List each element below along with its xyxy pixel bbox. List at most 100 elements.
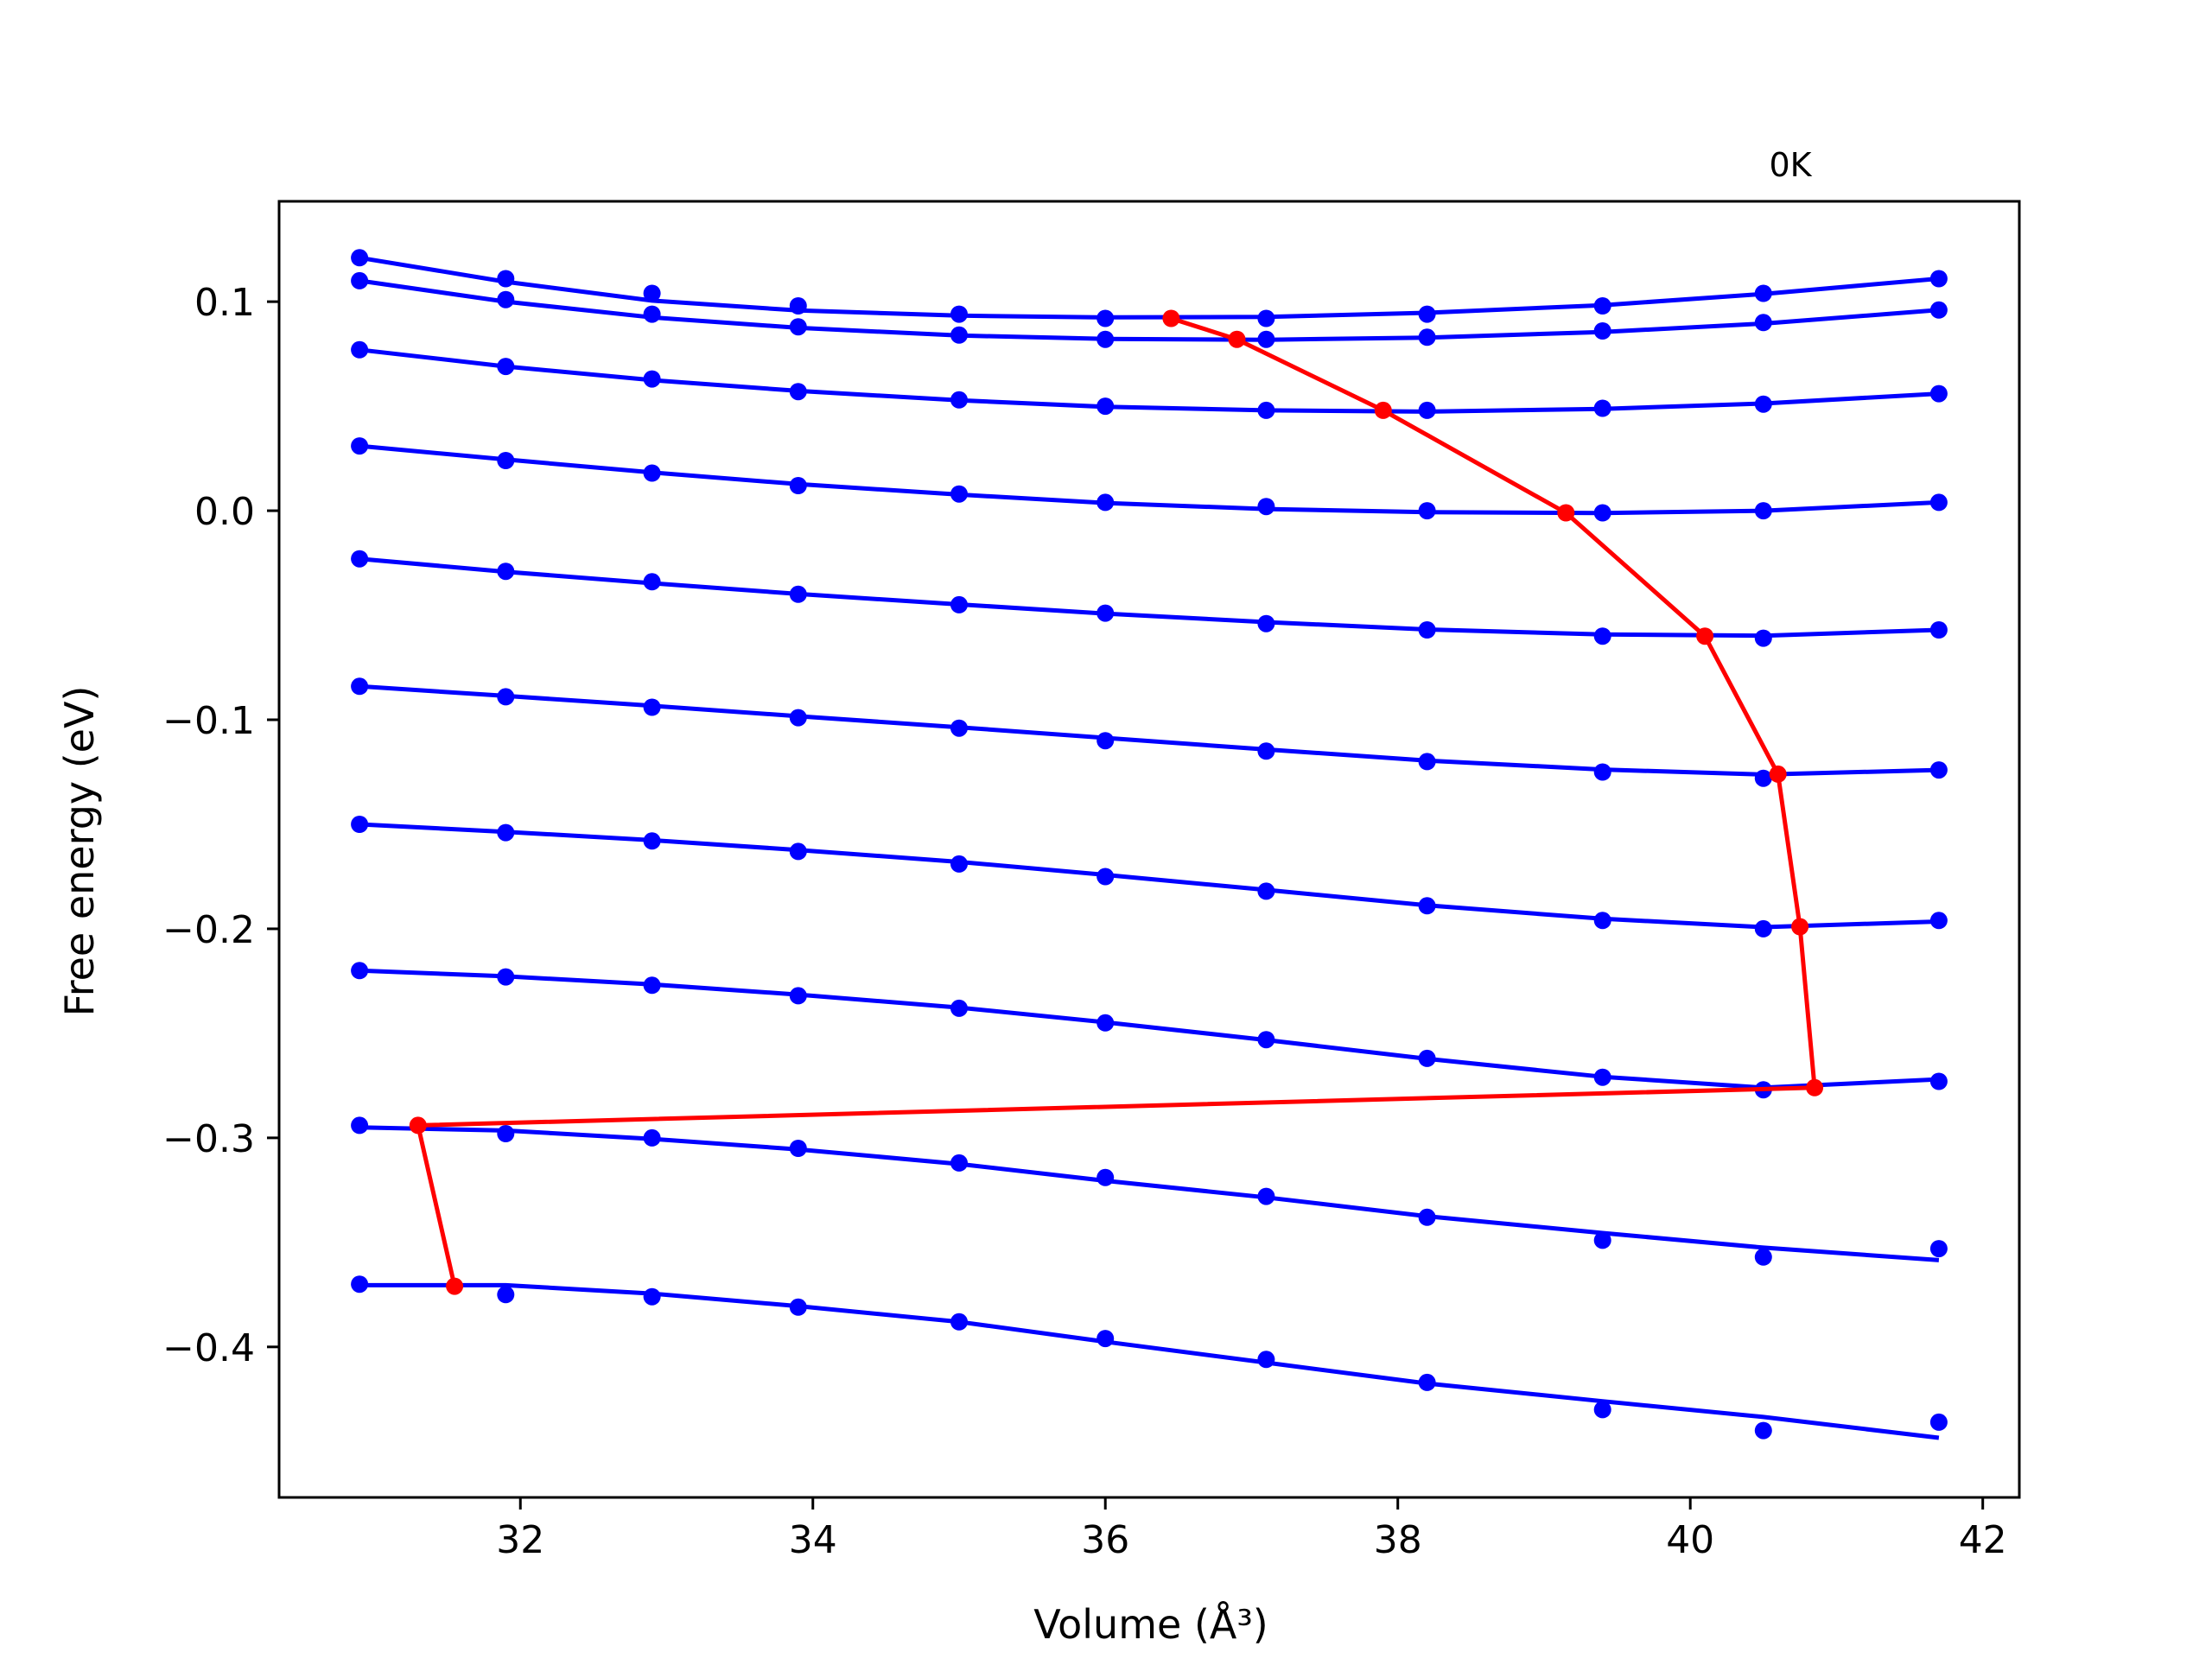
isotherm-data-point	[1257, 614, 1275, 632]
isotherm-data-point	[789, 1298, 807, 1316]
y-tick-label: 0.1	[194, 281, 255, 325]
minimum-path-point	[1557, 504, 1575, 522]
isotherm-data-point	[1418, 1208, 1436, 1226]
y-axis-label: Free energy (eV)	[56, 686, 103, 1017]
isotherm-data-point	[351, 271, 369, 289]
minimum-path-series	[409, 309, 1824, 1295]
isotherm-data-point	[1418, 502, 1436, 520]
isotherm-data-point	[643, 1287, 661, 1306]
minimum-path-line	[416, 316, 1817, 1287]
isotherm-series-9	[351, 1116, 1948, 1266]
axes-frame	[277, 200, 2021, 1499]
isotherm-data-point	[1096, 493, 1115, 512]
isotherm-data-point	[351, 962, 369, 980]
isotherm-data-point	[497, 290, 515, 308]
x-tick-label: 36	[1081, 1518, 1129, 1562]
isotherm-data-point	[789, 987, 807, 1005]
isotherm-data-point	[950, 305, 968, 323]
isotherm-data-point	[950, 595, 968, 613]
isotherm-data-point	[950, 999, 968, 1017]
isotherm-data-point	[1257, 401, 1275, 419]
isotherm-data-point	[1593, 1231, 1611, 1249]
y-tick-label: −0.3	[162, 1117, 255, 1161]
isotherm-data-point	[789, 842, 807, 861]
isotherm-data-point	[1096, 1168, 1115, 1186]
isotherm-data-point	[1593, 322, 1611, 340]
isotherm-data-point	[1754, 1421, 1772, 1440]
x-tick-label: 34	[789, 1518, 837, 1562]
isotherm-data-point	[1257, 1031, 1275, 1049]
isotherm-data-point	[1257, 742, 1275, 760]
isotherm-data-point	[1418, 897, 1436, 915]
isotherm-data-point	[1593, 627, 1611, 645]
isotherm-series-1	[351, 249, 1948, 327]
isotherm-data-point	[950, 485, 968, 503]
isotherm-data-point	[1754, 395, 1772, 413]
isotherm-data-point	[1593, 504, 1611, 522]
isotherm-data-point	[643, 832, 661, 850]
isotherm-data-point	[643, 305, 661, 323]
isotherm-data-point	[1754, 769, 1772, 787]
isotherm-data-point	[1418, 753, 1436, 771]
isotherm-data-point	[1929, 1240, 1948, 1258]
minimum-path-point	[409, 1116, 427, 1135]
isotherm-series-2	[351, 271, 1948, 348]
isotherm-data-point	[1096, 397, 1115, 416]
y-axis: 0.1 0.0 −0.1 −0.2 −0.3 −0.4	[162, 281, 279, 1370]
isotherm-data-point	[1418, 1049, 1436, 1067]
plot-area	[351, 249, 1948, 1440]
isotherm-data-point	[950, 391, 968, 409]
minimum-path-point	[1696, 627, 1714, 645]
y-tick-label: 0.0	[194, 490, 255, 534]
isotherm-data-point	[497, 1125, 515, 1142]
minimum-path-point	[1228, 330, 1246, 348]
isotherm-data-point	[497, 823, 515, 842]
y-tick-label: −0.2	[162, 908, 255, 952]
minimum-path-point	[1162, 309, 1180, 327]
isotherm-data-point	[789, 318, 807, 336]
y-tick-label: −0.4	[162, 1326, 255, 1370]
isotherm-series-7	[351, 816, 1948, 938]
isotherm-data-point	[1929, 912, 1948, 930]
isotherm-data-point	[789, 585, 807, 603]
temperature-annotation: 0K	[1769, 146, 1812, 184]
isotherm-data-point	[1096, 604, 1115, 622]
isotherm-series-4	[351, 437, 1948, 522]
isotherm-data-point	[643, 976, 661, 995]
isotherm-data-point	[1929, 1413, 1948, 1431]
isotherm-data-point	[1096, 330, 1115, 348]
isotherm-data-point	[1257, 1351, 1275, 1369]
isotherm-data-point	[1593, 763, 1611, 781]
isotherm-data-point	[1754, 284, 1772, 302]
isotherm-data-point	[1929, 621, 1948, 639]
isotherm-data-point	[1257, 1187, 1275, 1205]
isotherm-data-point	[950, 1154, 968, 1172]
isotherm-data-point	[1418, 1373, 1436, 1391]
isotherm-data-point	[1418, 305, 1436, 323]
isotherm-data-point	[1754, 919, 1772, 938]
isotherm-data-point	[1754, 502, 1772, 520]
isotherm-series-8	[351, 962, 1948, 1099]
isotherm-data-point	[497, 968, 515, 986]
isotherm-data-point	[351, 1116, 369, 1135]
isotherm-data-point	[950, 719, 968, 737]
isotherm-data-point	[643, 370, 661, 388]
isotherm-data-point	[1929, 270, 1948, 288]
isotherm-data-point	[1096, 1014, 1115, 1032]
x-tick-label: 40	[1666, 1518, 1714, 1562]
isotherm-data-point	[1257, 309, 1275, 327]
isotherm-data-point	[1929, 493, 1948, 512]
isotherm-data-point	[643, 573, 661, 591]
isotherm-data-point	[643, 1128, 661, 1147]
minimum-path-point	[1791, 918, 1809, 936]
isotherm-data-point	[497, 1286, 515, 1304]
isotherm-data-point	[1593, 1068, 1611, 1086]
x-tick-label: 32	[496, 1518, 544, 1562]
isotherm-data-point	[351, 550, 369, 568]
isotherm-data-point	[643, 464, 661, 482]
isotherm-data-point	[497, 563, 515, 581]
isotherm-series-5	[351, 550, 1948, 647]
isotherm-data-point	[1096, 309, 1115, 327]
isotherm-data-point	[351, 677, 369, 696]
